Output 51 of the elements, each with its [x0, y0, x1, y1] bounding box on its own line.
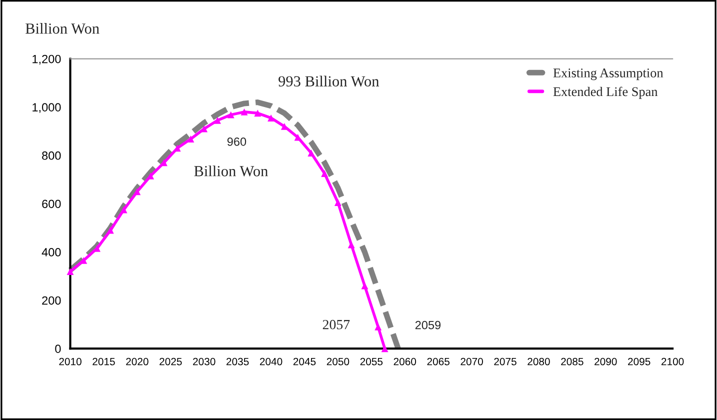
x-tick-label: 2060: [394, 358, 416, 366]
y-tick-label: 1,000: [32, 103, 61, 113]
x-tick-label: 2065: [427, 358, 450, 366]
x-tick-label: 2035: [226, 358, 249, 366]
point: [381, 345, 388, 352]
point: [308, 150, 315, 156]
y-tick-label: 400: [42, 248, 61, 256]
point: [361, 282, 368, 290]
point: [268, 114, 274, 122]
point: [374, 323, 382, 330]
y-tick-label: 600: [42, 200, 61, 208]
y-tick-label: 1,200: [32, 54, 61, 65]
x-tick-label: 2095: [628, 358, 650, 366]
point: [321, 170, 328, 177]
annotation: 960: [227, 137, 246, 146]
annotation: 993 Billion Won: [278, 76, 380, 87]
x-tick-label: 2075: [494, 358, 516, 366]
x-tick-label: 2025: [160, 358, 182, 366]
x-tick-label: 2050: [326, 358, 350, 366]
y-tick-label: 200: [42, 296, 61, 305]
point: [187, 136, 194, 142]
x-tick-label: 2080: [528, 358, 550, 366]
point: [227, 111, 234, 118]
x-tick-label: 2070: [460, 358, 483, 366]
x-tick-label: 2040: [260, 358, 282, 366]
x-tick-label: 2090: [594, 358, 617, 366]
x-tick-label: 2015: [92, 358, 115, 366]
point: [66, 268, 74, 276]
x-tick-label: 2030: [193, 358, 216, 366]
x-tick-label: 2100: [661, 358, 684, 366]
annotation: Billion Won: [194, 166, 268, 176]
point: [254, 110, 262, 117]
y-axis-title: Billion Won: [26, 23, 100, 34]
annotation: 2059: [415, 320, 441, 330]
x-tick-label: 2010: [59, 358, 82, 366]
point: [348, 241, 355, 248]
annotation: 2057: [322, 320, 350, 330]
y-tick-label: 800: [42, 151, 61, 160]
point: [214, 116, 221, 124]
legend-label: Existing Assumption: [553, 68, 664, 80]
x-tick-label: 2020: [126, 358, 148, 366]
legend-label: Extended Life Span: [553, 86, 658, 99]
point: [240, 108, 248, 116]
point: [134, 188, 141, 196]
x-tick-label: 2085: [561, 358, 584, 366]
point: [334, 199, 342, 206]
x-tick-label: 2055: [360, 358, 383, 366]
point: [120, 206, 128, 214]
x-tick-label: 2045: [293, 358, 316, 366]
y-tick-label: 0: [55, 344, 61, 353]
point: [200, 125, 208, 132]
